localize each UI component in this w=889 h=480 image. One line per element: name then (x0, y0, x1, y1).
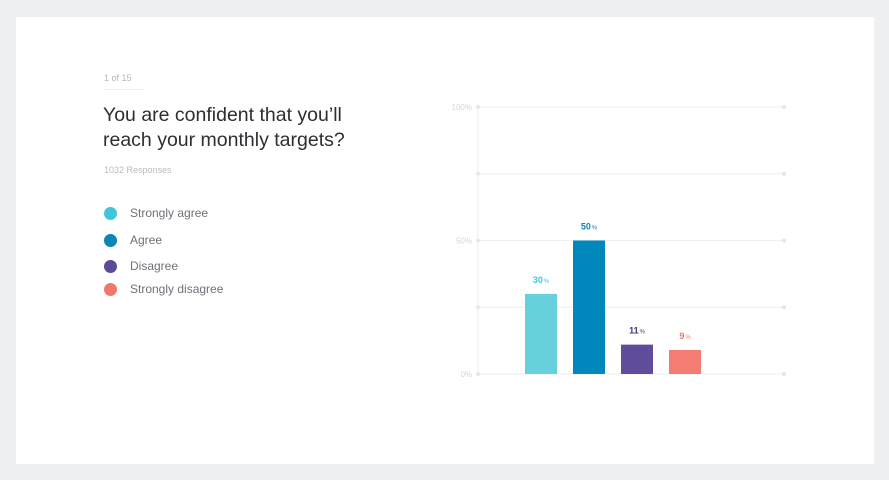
bar (573, 240, 605, 374)
bar (669, 349, 701, 374)
y-tick-label: 100% (452, 103, 472, 112)
survey-card: 1 of 15 You are confident that you’ll re… (16, 17, 874, 464)
legend-label: Strongly disagree (130, 282, 224, 296)
grid-dot (782, 372, 786, 376)
legend-dot-icon (104, 207, 117, 220)
bar-value-label: 30% (533, 275, 550, 285)
question-counter: 1 of 15 (104, 73, 144, 90)
legend-label: Strongly agree (130, 206, 209, 220)
grid-dot (782, 238, 786, 243)
legend-dot-icon (104, 234, 117, 247)
bar (621, 344, 653, 374)
legend-dot-icon (104, 283, 117, 296)
question-title: You are confident that you’ll reach your… (103, 104, 345, 151)
bar-value-label: 50% (581, 222, 598, 232)
bar-chart: 0% 50% 100% 30% 50% 11% 9% (452, 103, 786, 379)
response-count: 1032 Responses (104, 165, 172, 175)
bar-value-label: 9% (679, 331, 691, 341)
grid-dot (782, 305, 786, 310)
legend-label: Disagree (130, 259, 179, 273)
legend-label: Agree (130, 233, 163, 247)
grid-dot (782, 171, 786, 176)
bar (525, 293, 557, 374)
bar-value-label: 11% (629, 326, 646, 336)
y-tick-label: 0% (460, 370, 472, 379)
grid-dot (782, 105, 786, 109)
legend-dot-icon (104, 260, 117, 273)
y-tick-label: 50% (456, 237, 472, 246)
